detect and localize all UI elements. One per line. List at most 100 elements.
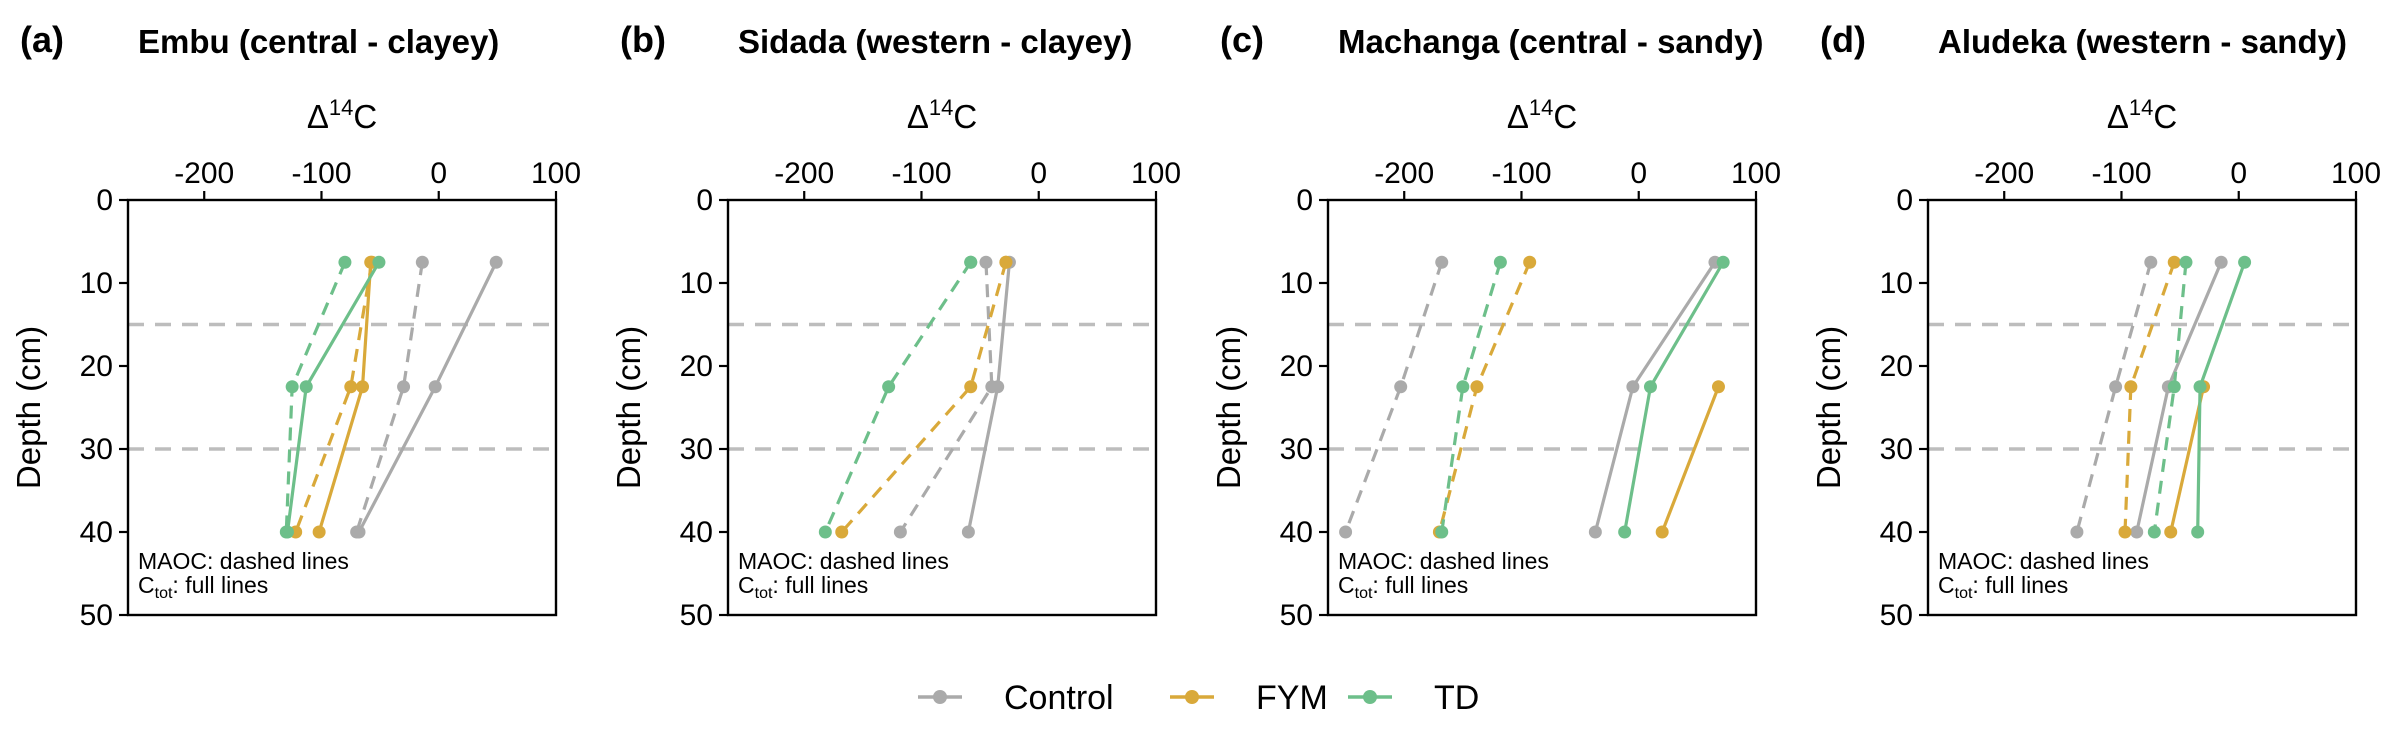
data-point-td-dashed — [882, 380, 896, 394]
data-point-td-solid — [1618, 525, 1632, 539]
data-point-control-solid — [428, 380, 442, 394]
x-tick-label: -100 — [2091, 157, 2151, 190]
x-axis-title: Δ14C — [907, 95, 977, 135]
x-tick-label: 100 — [1131, 157, 1181, 190]
series-line-control-dashed — [355, 262, 424, 533]
panel-letter: (d) — [1820, 19, 1866, 60]
data-point-td-dashed — [1435, 525, 1449, 539]
data-point-control-solid — [1588, 525, 1602, 539]
series-line-fym-dashed — [294, 261, 374, 533]
data-point-td-dashed — [1493, 255, 1507, 269]
panel-title: Machanga (central - sandy) — [1338, 23, 1763, 60]
data-point-fym-solid — [1711, 380, 1725, 394]
series-line-fym-dashed — [1437, 261, 1532, 533]
legend-marker — [933, 690, 947, 704]
x-axis-title: Δ14C — [307, 95, 377, 135]
series-line-control-dashed — [1344, 261, 1444, 533]
y-tick-label: 20 — [1280, 350, 1313, 383]
y-tick-label: 50 — [1880, 599, 1913, 632]
x-tick-label: -200 — [1374, 157, 1434, 190]
y-tick-label: 0 — [696, 184, 713, 217]
data-point-fym-dashed — [835, 525, 849, 539]
legend-item-fym: FYM — [1170, 679, 1328, 717]
x-tick-label: -200 — [774, 157, 834, 190]
note-ctot: Ctot: full lines — [738, 572, 868, 602]
legend-label: FYM — [1256, 679, 1328, 717]
data-point-fym-dashed — [1470, 380, 1484, 394]
x-tick-label: 100 — [1731, 157, 1781, 190]
y-tick-label: 0 — [1896, 184, 1913, 217]
note-ctot: Ctot: full lines — [138, 572, 268, 602]
y-axis-title: Depth (cm) — [10, 326, 47, 489]
y-tick-label: 30 — [80, 433, 113, 466]
y-axis-title: Depth (cm) — [1810, 326, 1847, 489]
data-point-fym-dashed — [999, 255, 1013, 269]
series-line-control-solid — [1593, 261, 1717, 533]
panel-title: Aludeka (western - sandy) — [1938, 23, 2347, 60]
data-point-fym-solid — [2164, 525, 2178, 539]
panel-title: Sidada (western - clayey) — [738, 23, 1132, 60]
x-tick-label: 100 — [2331, 157, 2381, 190]
y-tick-label: 30 — [1280, 433, 1313, 466]
panel-letter: (b) — [620, 19, 666, 60]
data-point-fym-dashed — [344, 380, 358, 394]
y-tick-label: 0 — [1296, 184, 1313, 217]
legend-marker — [1185, 690, 1199, 704]
legend-item-control: Control — [918, 679, 1114, 717]
x-tick-label: -100 — [891, 157, 951, 190]
data-point-control-dashed — [2070, 525, 2084, 539]
data-point-td-dashed — [2147, 525, 2161, 539]
data-point-td-dashed — [279, 525, 293, 539]
data-point-control-dashed — [893, 525, 907, 539]
legend-marker — [1363, 690, 1377, 704]
data-point-fym-dashed — [2124, 380, 2138, 394]
data-point-fym-dashed — [964, 380, 978, 394]
y-tick-label: 10 — [1880, 267, 1913, 300]
data-point-fym-solid — [356, 380, 370, 394]
series-line-fym-solid — [1660, 386, 1720, 533]
series-line-td-solid — [1623, 261, 1725, 533]
series-line-fym-dashed — [2123, 261, 2176, 533]
y-tick-label: 0 — [96, 184, 113, 217]
y-tick-label: 10 — [80, 267, 113, 300]
data-point-control-dashed — [1339, 525, 1353, 539]
data-point-fym-dashed — [2118, 525, 2132, 539]
panel-title: Embu (central - clayey) — [138, 23, 499, 60]
legend-label: Control — [1004, 679, 1114, 717]
series-line-control-dashed — [2075, 261, 2153, 533]
data-point-control-dashed — [985, 380, 999, 394]
data-point-control-dashed — [397, 380, 411, 394]
legend-item-td: TD — [1348, 679, 1479, 717]
y-tick-label: 20 — [680, 350, 713, 383]
data-point-td-dashed — [2167, 380, 2181, 394]
data-point-control-dashed — [979, 255, 993, 269]
series-line-td-dashed — [2152, 262, 2188, 533]
panel-letter: (a) — [20, 19, 64, 60]
x-tick-label: 100 — [531, 157, 581, 190]
plot-frame — [726, 198, 1158, 617]
x-tick-label: 0 — [2230, 157, 2247, 190]
series-line-td-solid — [285, 261, 381, 533]
series-line-control-solid — [357, 261, 498, 533]
series-line-control-solid — [966, 262, 1012, 533]
data-point-td-dashed — [285, 380, 299, 394]
x-tick-label: -100 — [291, 157, 351, 190]
data-point-td-solid — [372, 255, 386, 269]
x-tick-label: -200 — [1974, 157, 2034, 190]
x-tick-label: 0 — [430, 157, 447, 190]
data-point-control-dashed — [350, 525, 364, 539]
data-point-control-solid — [489, 255, 503, 269]
y-tick-label: 50 — [80, 599, 113, 632]
data-point-fym-dashed — [2167, 255, 2181, 269]
data-point-td-dashed — [2179, 255, 2193, 269]
data-point-td-dashed — [964, 255, 978, 269]
data-point-fym-solid — [312, 525, 326, 539]
panel-3: (c) Machanga (central - sandy) Δ14C Depth (… — [1210, 19, 1781, 632]
plot-frame — [126, 198, 558, 617]
note-maoc: MAOC: dashed lines — [738, 548, 949, 574]
data-point-td-solid — [2193, 380, 2207, 394]
x-tick-label: -200 — [174, 157, 234, 190]
data-point-td-solid — [299, 380, 313, 394]
y-tick-label: 40 — [80, 516, 113, 549]
